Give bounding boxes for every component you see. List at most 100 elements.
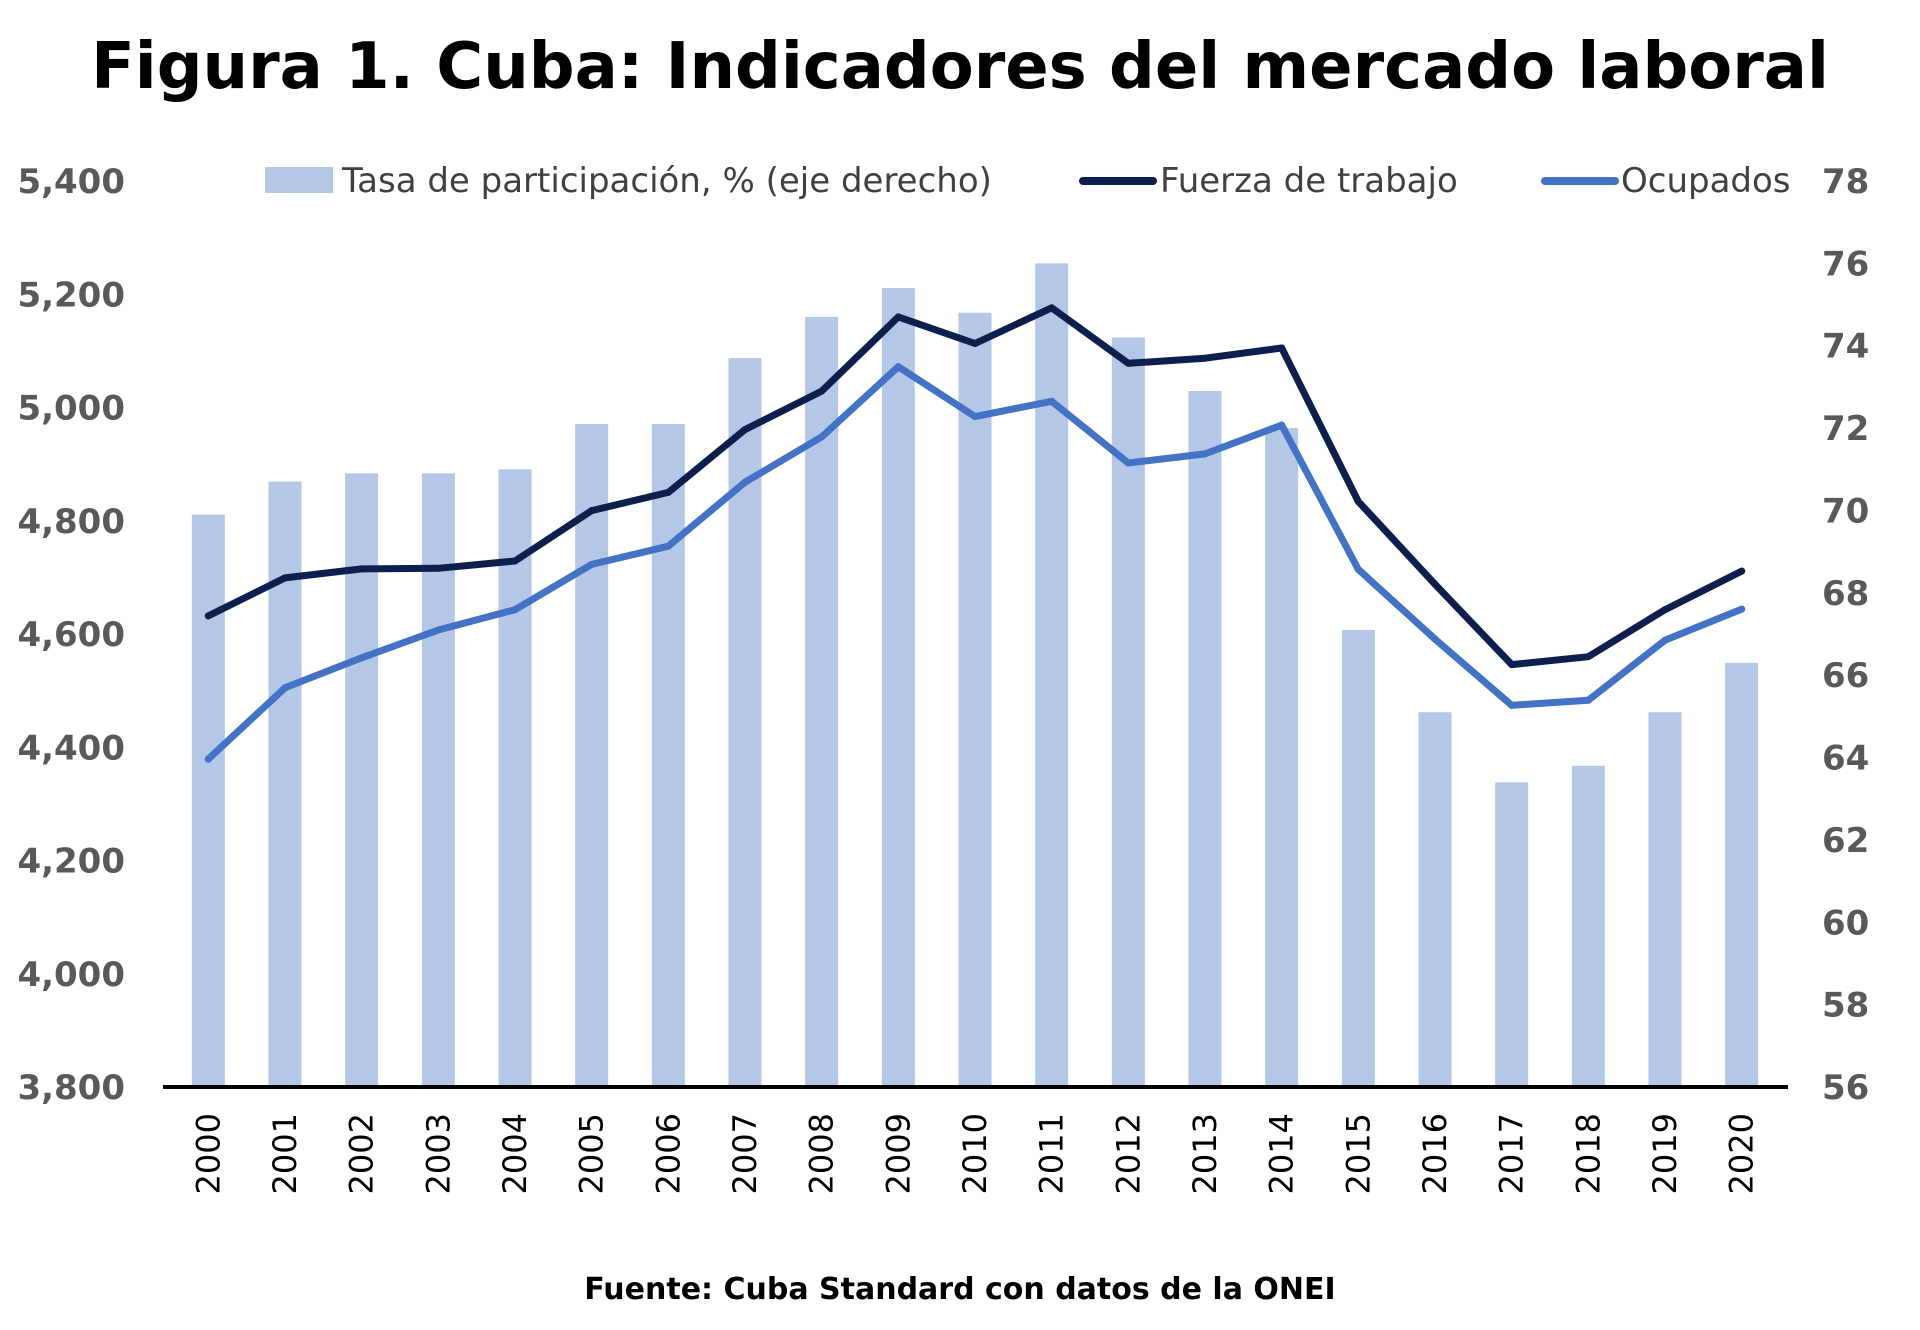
x-axis-tick-label: 2019	[1646, 1113, 1684, 1194]
point-ocupados-2019	[1661, 636, 1669, 644]
right-axis-tick-label: 58	[1822, 986, 1869, 1026]
left-axis-tick-label: 4,800	[17, 502, 125, 542]
point-fuerza-2015	[1354, 497, 1362, 505]
legend-label-tasa: Tasa de participación, % (eje derecho)	[341, 161, 992, 201]
bar-2006	[651, 423, 685, 1087]
point-ocupados-2015	[1354, 565, 1362, 573]
point-fuerza-2012	[1124, 359, 1132, 367]
x-axis-tick-label: 2015	[1339, 1113, 1377, 1194]
point-ocupados-2010	[971, 413, 979, 421]
right-axis-tick-label: 68	[1822, 574, 1869, 614]
x-axis-tick-label: 2004	[496, 1113, 534, 1194]
right-axis-tick-label: 66	[1822, 656, 1869, 696]
point-fuerza-2009	[894, 313, 902, 321]
point-fuerza-2008	[818, 387, 826, 395]
right-axis-tick-label: 74	[1822, 327, 1869, 367]
right-axis-tick-label: 72	[1822, 409, 1869, 449]
left-axis-tick-label: 3,800	[17, 1068, 125, 1108]
bar-2014	[1265, 428, 1299, 1087]
point-fuerza-2001	[281, 574, 289, 582]
x-axis-tick-label: 2005	[573, 1113, 611, 1194]
x-axis-tick-label: 2007	[726, 1113, 764, 1194]
point-fuerza-2010	[971, 340, 979, 348]
point-fuerza-2020	[1738, 567, 1746, 575]
x-axis-tick-label: 2017	[1493, 1113, 1531, 1194]
right-axis-tick-label: 76	[1822, 244, 1869, 284]
right-axis-ticks: 56 58 60 62 64 66 68 70 72 74 76 78	[1822, 162, 1869, 1108]
x-axis-tick-label: 2000	[189, 1113, 227, 1194]
bar-2018	[1571, 765, 1605, 1087]
bar-2000	[191, 514, 225, 1087]
left-axis-tick-label: 5,400	[17, 162, 125, 202]
bar-2007	[728, 358, 762, 1088]
x-axis-tick-label: 2008	[803, 1113, 841, 1194]
bar-2002	[345, 473, 379, 1088]
point-ocupados-2017	[1508, 701, 1516, 709]
point-fuerza-2000	[204, 612, 212, 620]
bar-2019	[1648, 712, 1682, 1087]
x-axis-tick-label: 2018	[1569, 1113, 1607, 1194]
x-axis-tick-label: 2001	[266, 1113, 304, 1194]
point-fuerza-2016	[1431, 580, 1439, 588]
bar-2015	[1341, 629, 1375, 1087]
left-axis-ticks: 3,800 4,000 4,200 4,400 4,600 4,800 5,000 5,200…	[17, 162, 125, 1108]
left-axis-tick-label: 4,000	[17, 955, 125, 995]
x-axis-tick-label: 2020	[1723, 1113, 1761, 1194]
point-ocupados-2007	[741, 478, 749, 486]
bar-2004	[498, 469, 532, 1088]
x-axis-tick-label: 2006	[649, 1113, 687, 1194]
point-ocupados-2008	[818, 433, 826, 441]
point-fuerza-2003	[434, 564, 442, 572]
left-axis-tick-label: 5,200	[17, 275, 125, 315]
bar-2009	[881, 288, 915, 1087]
point-fuerza-2014	[1278, 344, 1286, 352]
point-fuerza-2002	[358, 565, 366, 573]
bar-2010	[958, 312, 992, 1087]
point-ocupados-2009	[894, 363, 902, 371]
point-ocupados-2018	[1584, 696, 1592, 704]
point-ocupados-2004	[511, 606, 519, 614]
x-axis-ticks: 2000 2001 2002 2003 2004 2005 2006 2007 2008 2009…	[189, 1113, 1760, 1194]
legend-label-fuerza: Fuerza de trabajo	[1160, 161, 1458, 201]
point-ocupados-2013	[1201, 450, 1209, 458]
point-fuerza-2013	[1201, 354, 1209, 362]
point-ocupados-2012	[1124, 459, 1132, 467]
point-ocupados-2014	[1278, 421, 1286, 429]
bar-2016	[1418, 712, 1452, 1087]
bar-2003	[421, 473, 455, 1088]
x-axis-tick-label: 2009	[879, 1113, 917, 1194]
right-axis-tick-label: 78	[1822, 162, 1869, 202]
right-axis-tick-label: 70	[1822, 491, 1869, 531]
point-ocupados-2002	[358, 654, 366, 662]
bar-2005	[575, 423, 609, 1087]
chart-title: Figura 1. Cuba: Indicadores del mercado …	[91, 30, 1829, 104]
point-ocupados-2011	[1048, 397, 1056, 405]
x-axis-tick-label: 2010	[956, 1113, 994, 1194]
right-axis-tick-label: 56	[1822, 1068, 1869, 1108]
x-axis-tick-label: 2011	[1033, 1113, 1071, 1194]
point-ocupados-2000	[204, 755, 212, 763]
legend: Tasa de participación, % (eje derecho) Fu…	[265, 161, 1791, 201]
point-fuerza-2005	[588, 507, 596, 515]
point-fuerza-2006	[664, 488, 672, 496]
left-axis-tick-label: 5,000	[17, 389, 125, 429]
bar-2001	[268, 481, 302, 1087]
point-ocupados-2016	[1431, 635, 1439, 643]
x-axis-tick-label: 2003	[419, 1113, 457, 1194]
bar-series	[191, 263, 1759, 1088]
point-fuerza-2004	[511, 557, 519, 565]
x-axis-tick-label: 2014	[1263, 1113, 1301, 1194]
right-axis-tick-label: 60	[1822, 903, 1869, 943]
x-axis-tick-label: 2002	[343, 1113, 381, 1194]
left-axis-tick-label: 4,600	[17, 615, 125, 655]
right-axis-tick-label: 64	[1822, 739, 1869, 779]
bar-2013	[1188, 391, 1222, 1087]
point-ocupados-2001	[281, 684, 289, 692]
point-ocupados-2006	[664, 542, 672, 550]
point-fuerza-2019	[1661, 606, 1669, 614]
point-fuerza-2018	[1584, 653, 1592, 661]
x-axis-tick-label: 2012	[1109, 1113, 1147, 1194]
point-ocupados-2005	[588, 560, 596, 568]
legend-swatch-tasa	[265, 167, 333, 193]
bar-2020	[1725, 662, 1759, 1087]
